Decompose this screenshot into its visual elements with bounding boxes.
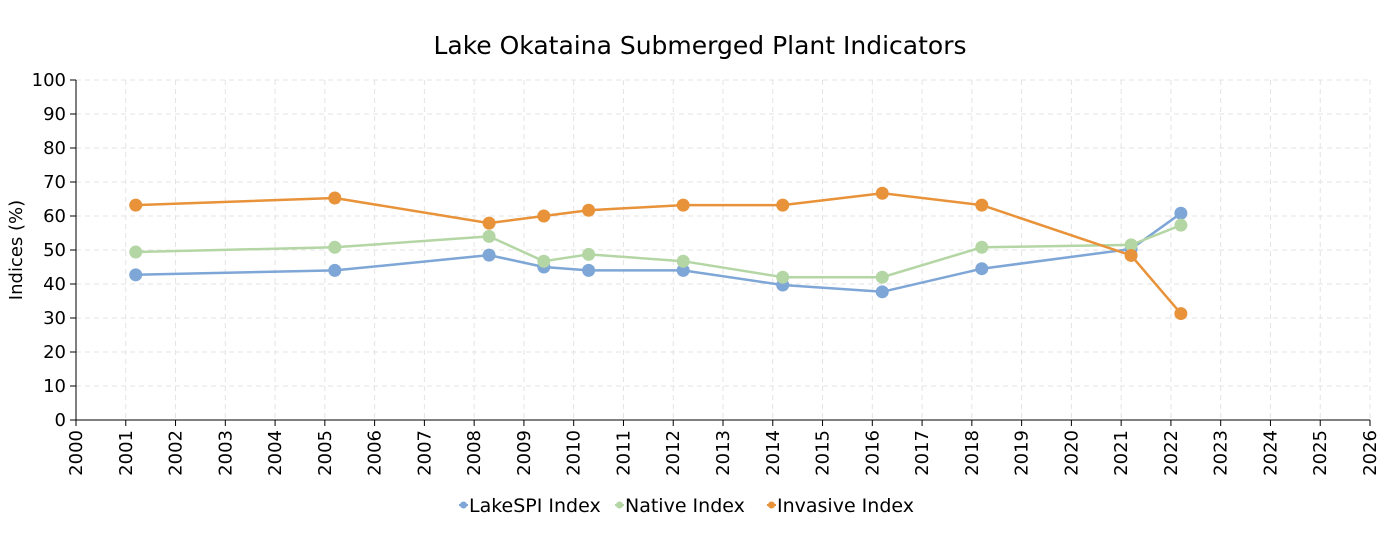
series-group bbox=[129, 186, 1188, 321]
x-tick-label: 2008 bbox=[464, 430, 485, 476]
y-tick-label: 90 bbox=[43, 104, 66, 125]
data-point-native-index[interactable] bbox=[676, 254, 690, 268]
x-tick-label: 2026 bbox=[1360, 430, 1381, 476]
data-point-lakespi-index[interactable] bbox=[676, 263, 690, 277]
x-tick-label: 2017 bbox=[912, 430, 933, 476]
x-tick-label: 2018 bbox=[962, 430, 983, 476]
data-point-invasive-index[interactable] bbox=[875, 186, 889, 200]
data-point-native-index[interactable] bbox=[1174, 218, 1188, 232]
legend-label: Invasive Index bbox=[777, 495, 914, 517]
data-point-native-index[interactable] bbox=[776, 270, 790, 284]
axes: 0 10 20 30 40 50 60 70 80 90 100 2000 2001 2002 2003 20… bbox=[32, 70, 1381, 476]
legend-swatch-marker bbox=[460, 501, 467, 509]
x-tick-label: 2023 bbox=[1211, 430, 1232, 476]
legend-swatch-marker bbox=[616, 501, 623, 509]
chart-title: Lake Okataina Submerged Plant Indicators bbox=[433, 31, 966, 60]
x-tick-label: 2006 bbox=[365, 430, 386, 476]
data-point-invasive-index[interactable] bbox=[537, 209, 551, 223]
data-point-invasive-index[interactable] bbox=[482, 216, 496, 230]
x-tick-label: 2024 bbox=[1260, 430, 1281, 476]
y-tick-label: 10 bbox=[43, 376, 66, 397]
x-tick-label: 2015 bbox=[813, 430, 834, 476]
y-tick-label: 70 bbox=[43, 172, 66, 193]
data-point-invasive-index[interactable] bbox=[1124, 248, 1138, 262]
grid bbox=[76, 79, 1371, 420]
data-point-invasive-index[interactable] bbox=[676, 198, 690, 212]
x-tick-label: 2012 bbox=[663, 430, 684, 476]
x-tick-label: 2001 bbox=[116, 430, 137, 476]
data-point-lakespi-index[interactable] bbox=[482, 248, 496, 262]
y-tick-label: 20 bbox=[43, 342, 66, 363]
x-tick-label: 2013 bbox=[713, 430, 734, 476]
data-point-native-index[interactable] bbox=[328, 240, 342, 254]
data-point-invasive-index[interactable] bbox=[129, 198, 143, 212]
x-tick-label: 2004 bbox=[265, 430, 286, 476]
x-tick-label: 2020 bbox=[1061, 430, 1082, 476]
data-point-lakespi-index[interactable] bbox=[129, 268, 143, 282]
legend-item-lakespi-index[interactable]: LakeSPI Index bbox=[459, 495, 601, 517]
data-point-invasive-index[interactable] bbox=[975, 198, 989, 212]
x-tick-label: 2011 bbox=[613, 430, 634, 476]
x-tick-label: 2003 bbox=[215, 430, 236, 476]
legend: LakeSPI Index Native Index Invasive Index bbox=[459, 495, 914, 517]
data-point-native-index[interactable] bbox=[537, 254, 551, 268]
data-point-lakespi-index[interactable] bbox=[1174, 206, 1188, 220]
data-point-lakespi-index[interactable] bbox=[328, 263, 342, 277]
data-point-native-index[interactable] bbox=[1124, 238, 1138, 252]
data-point-native-index[interactable] bbox=[482, 229, 496, 243]
data-point-invasive-index[interactable] bbox=[328, 191, 342, 205]
data-point-lakespi-index[interactable] bbox=[582, 263, 596, 277]
legend-item-invasive-index[interactable]: Invasive Index bbox=[767, 495, 914, 517]
legend-label: LakeSPI Index bbox=[469, 495, 601, 517]
data-point-lakespi-index[interactable] bbox=[975, 262, 989, 276]
y-tick-label: 80 bbox=[43, 138, 66, 159]
x-tick-label: 2007 bbox=[414, 430, 435, 476]
x-tick-label: 2021 bbox=[1111, 430, 1132, 476]
y-tick-label: 60 bbox=[43, 206, 66, 227]
data-point-native-index[interactable] bbox=[129, 245, 143, 259]
data-point-lakespi-index[interactable] bbox=[875, 285, 889, 299]
series-line-lakespi-index bbox=[135, 212, 1182, 294]
legend-item-native-index[interactable]: Native Index bbox=[615, 495, 745, 517]
x-tick-label: 2009 bbox=[514, 430, 535, 476]
x-tick-label: 2019 bbox=[1012, 430, 1033, 476]
data-point-native-index[interactable] bbox=[582, 247, 596, 261]
data-point-native-index[interactable] bbox=[975, 240, 989, 254]
legend-swatch-marker bbox=[768, 501, 775, 509]
x-tick-label: 2002 bbox=[166, 430, 187, 476]
y-tick-label: 40 bbox=[43, 274, 66, 295]
x-tick-label: 2010 bbox=[564, 430, 585, 476]
x-tick-label: 2022 bbox=[1161, 430, 1182, 476]
x-tick-label: 2025 bbox=[1310, 430, 1331, 476]
data-point-invasive-index[interactable] bbox=[582, 203, 596, 217]
x-tick-label: 2014 bbox=[763, 430, 784, 476]
data-point-invasive-index[interactable] bbox=[1174, 307, 1188, 321]
y-tick-label: 100 bbox=[32, 70, 66, 91]
legend-label: Native Index bbox=[625, 495, 745, 517]
y-tick-label: 0 bbox=[55, 410, 66, 431]
y-tick-label: 50 bbox=[43, 240, 66, 261]
y-tick-label: 30 bbox=[43, 308, 66, 329]
x-tick-label: 2005 bbox=[315, 430, 336, 476]
data-point-native-index[interactable] bbox=[875, 270, 889, 284]
x-tick-label: 2016 bbox=[862, 430, 883, 476]
series-line-invasive-index bbox=[135, 191, 1182, 315]
y-axis-label: Indices (%) bbox=[6, 200, 27, 300]
data-point-invasive-index[interactable] bbox=[776, 198, 790, 212]
x-tick-label: 2000 bbox=[66, 430, 87, 476]
